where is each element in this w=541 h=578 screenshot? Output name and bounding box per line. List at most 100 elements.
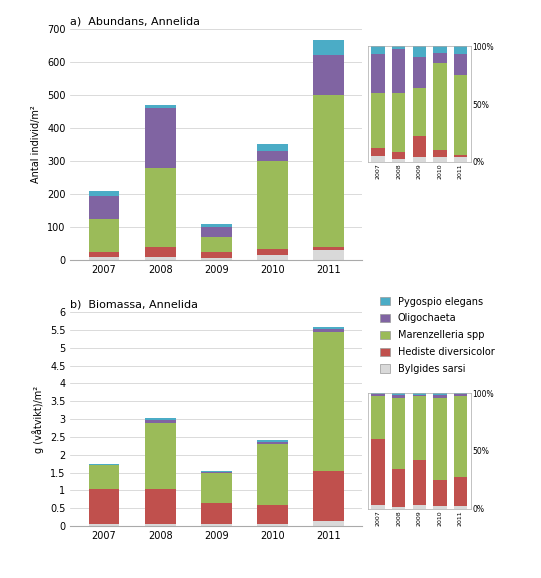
Bar — [454, 476, 467, 506]
Bar — [89, 465, 120, 488]
Bar — [313, 327, 344, 329]
Text: a)  Abundans, Annelida: a) Abundans, Annelida — [70, 17, 200, 27]
Bar — [145, 420, 176, 423]
Bar — [201, 237, 232, 252]
Bar — [145, 168, 176, 247]
Bar — [257, 161, 288, 249]
Bar — [257, 151, 288, 161]
Bar — [372, 93, 385, 148]
Bar — [372, 46, 385, 54]
Bar — [413, 396, 426, 460]
Bar — [257, 505, 288, 524]
Bar — [372, 148, 385, 156]
Bar — [145, 105, 176, 108]
Bar — [201, 524, 232, 526]
Bar — [392, 49, 405, 93]
Y-axis label: g (våtvikt)/m²: g (våtvikt)/m² — [32, 386, 44, 453]
Bar — [454, 393, 467, 394]
Bar — [372, 54, 385, 93]
Bar — [313, 247, 344, 250]
Bar — [454, 54, 467, 75]
Bar — [454, 46, 467, 54]
Bar — [201, 224, 232, 227]
Bar — [313, 55, 344, 95]
Bar — [313, 521, 344, 526]
Bar — [433, 395, 446, 398]
Bar — [372, 439, 385, 505]
Bar — [372, 156, 385, 162]
Bar — [433, 53, 446, 63]
Bar — [433, 63, 446, 150]
Bar — [89, 524, 120, 526]
Bar — [313, 40, 344, 55]
Bar — [257, 249, 288, 255]
Bar — [454, 75, 467, 155]
Bar — [392, 395, 405, 398]
Bar — [313, 95, 344, 247]
Bar — [413, 88, 426, 136]
Bar — [145, 418, 176, 420]
Bar — [313, 332, 344, 470]
Bar — [145, 488, 176, 524]
Text: b)  Biomassa, Annelida: b) Biomassa, Annelida — [70, 300, 199, 310]
Bar — [313, 470, 344, 521]
Bar — [454, 396, 467, 476]
Bar — [201, 473, 232, 503]
Bar — [392, 469, 405, 507]
Bar — [257, 524, 288, 526]
Bar — [145, 524, 176, 526]
Bar — [257, 255, 288, 260]
Bar — [454, 157, 467, 162]
Bar — [392, 152, 405, 160]
Bar — [145, 257, 176, 260]
Legend: Pygospio elegans, Oligochaeta, Marenzelleria spp, Hediste diversicolor, Bylgides: Pygospio elegans, Oligochaeta, Marenzell… — [378, 295, 496, 376]
Bar — [433, 150, 446, 157]
Bar — [413, 460, 426, 505]
Bar — [392, 46, 405, 49]
Bar — [89, 196, 120, 219]
Bar — [413, 393, 426, 395]
Bar — [372, 393, 385, 394]
Bar — [201, 258, 232, 260]
Bar — [392, 507, 405, 509]
Bar — [145, 247, 176, 257]
Bar — [413, 395, 426, 396]
Bar — [454, 506, 467, 509]
Bar — [413, 136, 426, 157]
Bar — [413, 57, 426, 88]
Bar — [257, 440, 288, 442]
Bar — [433, 393, 446, 395]
Bar — [433, 398, 446, 480]
Bar — [201, 472, 232, 473]
Bar — [454, 155, 467, 157]
Bar — [413, 46, 426, 57]
Bar — [89, 488, 120, 524]
Bar — [201, 471, 232, 472]
Bar — [433, 480, 446, 506]
Bar — [89, 191, 120, 196]
Bar — [257, 144, 288, 151]
Bar — [372, 396, 385, 439]
Bar — [433, 157, 446, 162]
Bar — [454, 394, 467, 396]
Bar — [89, 257, 120, 260]
Bar — [313, 250, 344, 260]
Bar — [201, 252, 232, 258]
Bar — [372, 505, 385, 509]
Bar — [413, 505, 426, 509]
Bar — [413, 157, 426, 162]
Bar — [201, 227, 232, 237]
Bar — [433, 506, 446, 509]
Bar — [313, 329, 344, 332]
Bar — [392, 398, 405, 469]
Bar — [372, 394, 385, 396]
Bar — [392, 160, 405, 162]
Bar — [89, 464, 120, 465]
Bar — [433, 46, 446, 53]
Bar — [89, 252, 120, 257]
Bar — [89, 219, 120, 252]
Bar — [392, 393, 405, 395]
Bar — [257, 442, 288, 444]
Bar — [201, 503, 232, 524]
Bar — [145, 108, 176, 168]
